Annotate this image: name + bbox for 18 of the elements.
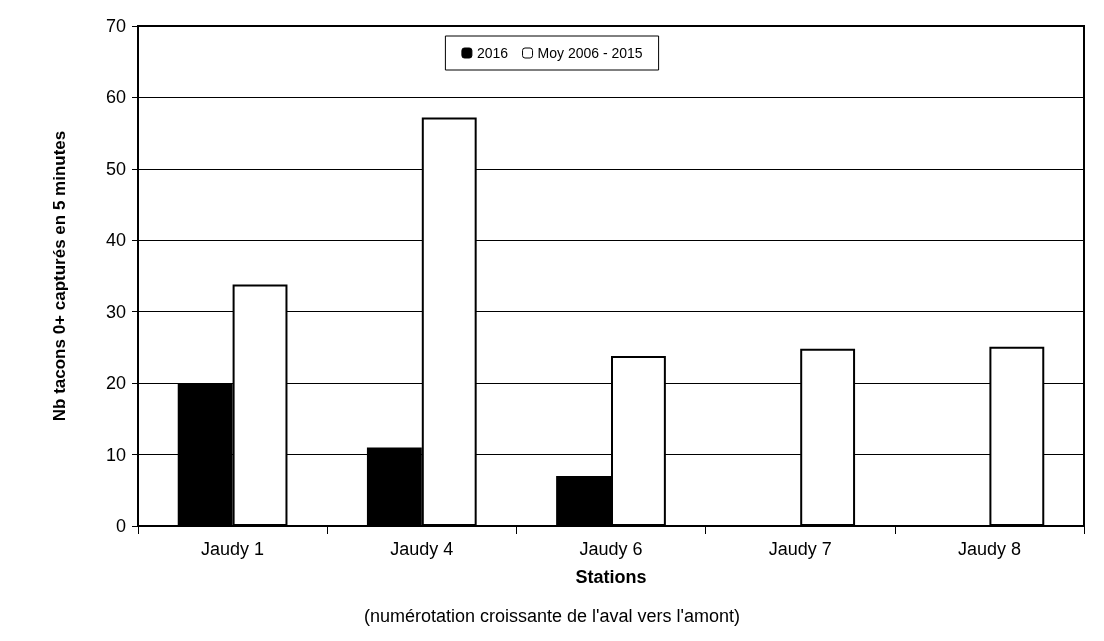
y-tick-label: 20 — [105, 373, 126, 394]
x-tick-label: Jaudy 8 — [957, 539, 1021, 559]
y-tick-label: 40 — [105, 230, 126, 251]
x-tick-label: Jaudy 6 — [579, 539, 643, 559]
x-tick-label: Jaudy 1 — [201, 539, 265, 559]
x-axis-title: Stations — [575, 567, 647, 587]
y-axis-title: Nb tacons 0+ capturés en 5 minutes — [50, 130, 69, 422]
text: (numérotation croissante de l'aval vers l'amont) — [363, 606, 741, 626]
y-tick-label: 50 — [105, 158, 126, 179]
legend-label: 2016 — [476, 45, 509, 61]
y-tick-label: 60 — [105, 87, 126, 108]
y-tick-label: 10 — [105, 444, 126, 465]
y-tick-label: 30 — [105, 301, 126, 322]
y-tick-label: 70 — [105, 16, 126, 36]
legend-label: Moy 2006 - 2015 — [537, 45, 643, 61]
x-tick-label: Jaudy 4 — [390, 539, 454, 559]
x-tick-label: Jaudy 7 — [768, 539, 832, 559]
y-tick-label: 0 — [115, 516, 126, 536]
